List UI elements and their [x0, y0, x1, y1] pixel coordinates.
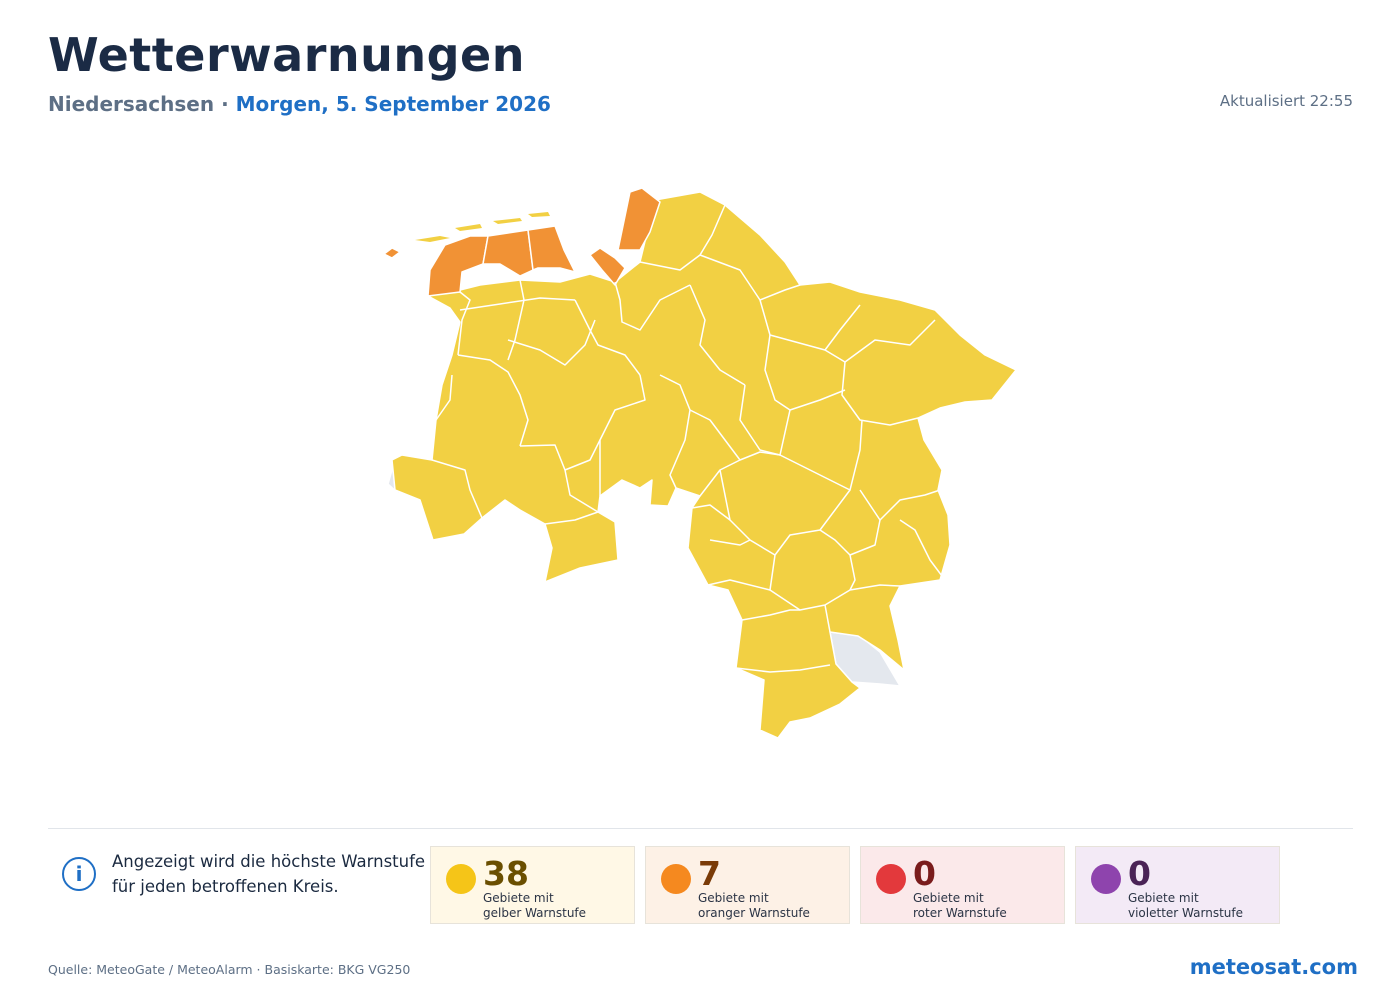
map-regions	[383, 187, 1017, 739]
stat-label: Gebiete mit gelber Warnstufe	[483, 891, 586, 921]
red-dot-icon	[876, 864, 906, 894]
district-boundary	[707, 554, 776, 591]
district-boundary	[544, 511, 599, 525]
region-orange-jade[interactable]	[589, 247, 626, 286]
subtitle: Niedersachsen · Morgen, 5. September 202…	[48, 92, 551, 116]
district-boundary	[431, 459, 483, 519]
stat-count: 0	[913, 854, 936, 893]
district-boundary	[691, 504, 731, 521]
district-boundary	[659, 374, 691, 489]
stat-label-line: Gebiete mit	[913, 891, 984, 905]
subtitle-separator: ·	[214, 92, 236, 116]
divider	[48, 828, 1353, 829]
stat-label: Gebiete mit violetter Warnstufe	[1128, 891, 1243, 921]
info-text-line: Angezeigt wird die höchste Warnstufe	[112, 852, 426, 871]
stat-label-line: roter Warnstufe	[913, 906, 1007, 920]
info-text: Angezeigt wird die höchste Warnstufe für…	[112, 849, 442, 899]
region-orange-wittmund[interactable]	[527, 225, 576, 273]
source-credit: Quelle: MeteoGate / MeteoAlarm · Basiska…	[48, 962, 411, 977]
region-orange-cuxhaven[interactable]	[617, 187, 661, 251]
forecast-date: Morgen, 5. September 2026	[235, 92, 551, 116]
stat-label-line: gelber Warnstufe	[483, 906, 587, 920]
district-boundary	[739, 384, 791, 456]
district-boundary	[564, 439, 601, 471]
stat-orange: 7 Gebiete mit oranger Warnstufe	[645, 846, 850, 924]
district-boundary	[689, 284, 746, 386]
district-boundary	[769, 584, 901, 611]
district-boundary	[457, 354, 529, 447]
district-boundary	[459, 297, 576, 311]
region-orange-aurich[interactable]	[482, 229, 534, 277]
stat-red: 0 Gebiete mit roter Warnstufe	[860, 846, 1065, 924]
district-boundary	[507, 279, 525, 361]
region-yellow-island-2[interactable]	[455, 224, 482, 231]
district-boundary	[709, 539, 751, 546]
district-boundary	[841, 361, 919, 426]
district-boundary	[824, 604, 831, 633]
info-icon: i	[62, 857, 96, 891]
info-text-line: für jeden betroffenen Kreis.	[112, 877, 339, 896]
orange-dot-icon	[661, 864, 691, 894]
district-boundary	[457, 291, 471, 356]
brand-link[interactable]: meteosat.com	[1189, 955, 1358, 979]
district-boundary	[507, 319, 596, 366]
district-boundary	[614, 281, 691, 331]
warning-map	[383, 187, 1017, 739]
district-boundary	[859, 489, 941, 521]
stat-label: Gebiete mit oranger Warnstufe	[698, 891, 810, 921]
region-orange-borkum[interactable]	[383, 247, 401, 259]
region-name: Niedersachsen	[48, 92, 215, 116]
region-yellow-island-4[interactable]	[528, 212, 550, 217]
region-yellow-island-1[interactable]	[415, 236, 450, 242]
stat-violet: 0 Gebiete mit violetter Warnstufe	[1075, 846, 1280, 924]
stat-label-line: Gebiete mit	[698, 891, 769, 905]
district-boundary	[739, 451, 781, 461]
district-boundary	[849, 554, 856, 591]
district-boundary	[435, 374, 453, 421]
district-boundary	[824, 319, 936, 363]
district-boundary	[599, 374, 646, 496]
stat-yellow: 38 Gebiete mit gelber Warnstufe	[430, 846, 635, 924]
stat-count: 38	[483, 854, 529, 893]
updated-timestamp: Aktualisiert 22:55	[1219, 92, 1353, 110]
stat-label-line: oranger Warnstufe	[698, 906, 810, 920]
district-boundary	[735, 664, 831, 673]
district-boundaries	[431, 204, 946, 673]
district-boundary	[574, 299, 641, 376]
stat-count: 7	[698, 854, 721, 893]
stat-label-line: violetter Warnstufe	[1128, 906, 1243, 920]
region-yellow-mainland[interactable]	[391, 191, 1017, 739]
district-boundary	[741, 609, 800, 621]
stat-count: 0	[1128, 854, 1151, 893]
stat-label: Gebiete mit roter Warnstufe	[913, 891, 1007, 921]
district-boundary	[689, 409, 741, 497]
yellow-dot-icon	[446, 864, 476, 894]
violet-dot-icon	[1091, 864, 1121, 894]
district-boundary	[899, 519, 946, 581]
page-title: Wetterwarnungen	[48, 28, 526, 82]
district-boundary	[764, 334, 846, 411]
stat-label-line: Gebiete mit	[483, 891, 554, 905]
stat-label-line: Gebiete mit	[1128, 891, 1199, 905]
region-yellow-island-3[interactable]	[493, 218, 522, 224]
